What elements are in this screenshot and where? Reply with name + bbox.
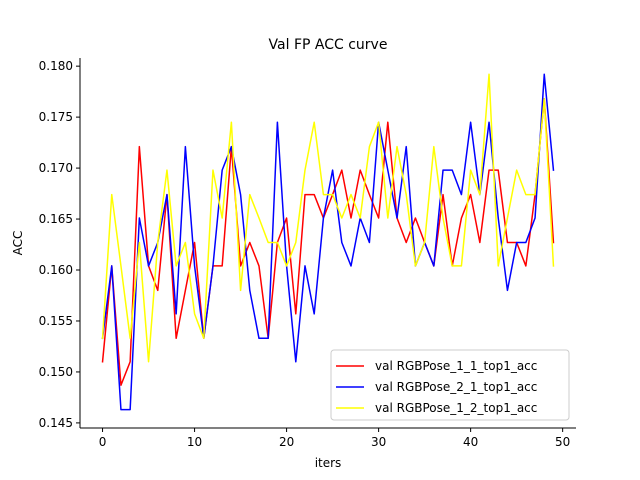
y-ticks: 0.145 0.150 0.155 0.160 0.165 0.170 0.175 0.180: [39, 59, 80, 430]
series-line-3: [101, 73, 555, 363]
y-tick-label: 0.160: [39, 263, 73, 277]
x-tick-label: 20: [279, 435, 294, 449]
legend-label-3: val RGBPose_1_2_top1_acc: [375, 401, 537, 415]
x-tick-label: 50: [555, 435, 570, 449]
x-tick-label: 40: [463, 435, 478, 449]
y-tick-label: 0.180: [39, 59, 73, 73]
y-tick-label: 0.150: [39, 365, 73, 379]
x-tick-label: 10: [187, 435, 202, 449]
y-tick-label: 0.145: [39, 416, 73, 430]
y-tick-label: 0.165: [39, 212, 73, 226]
x-ticks: 0 10 20 30 40 50: [99, 428, 570, 449]
chart-title: Val FP ACC curve: [269, 37, 388, 53]
y-tick-label: 0.170: [39, 161, 73, 175]
series-line-1: [101, 98, 555, 386]
plot-lines: [101, 73, 555, 411]
x-tick-label: 0: [99, 435, 107, 449]
legend-frame: [330, 349, 570, 421]
y-tick-label: 0.155: [39, 314, 73, 328]
x-tick-label: 30: [371, 435, 386, 449]
y-axis-label: ACC: [11, 231, 25, 256]
legend-label-2: val RGBPose_2_1_top1_acc: [375, 380, 537, 394]
y-tick-label: 0.175: [39, 110, 73, 124]
x-axis-label: iters: [315, 456, 342, 470]
legend-label-1: val RGBPose_1_1_top1_acc: [375, 359, 537, 373]
